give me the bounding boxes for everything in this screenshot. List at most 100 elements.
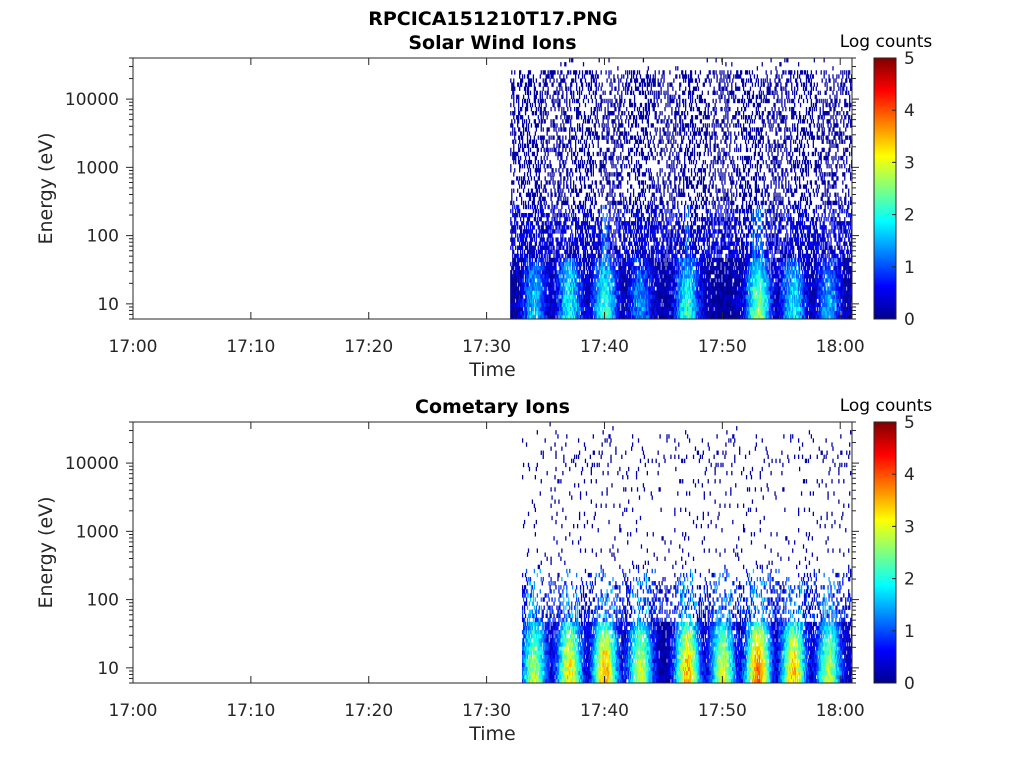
spectrogram-cell: [558, 261, 560, 267]
spectrogram-cell: [638, 106, 641, 112]
spectrogram-cell: [634, 302, 637, 308]
spectrogram-cell: [599, 168, 601, 173]
spectrogram-cell: [658, 212, 660, 218]
spectrogram-cell: [522, 204, 525, 210]
spectrogram-cell: [528, 229, 531, 234]
spectrogram-cell: [592, 302, 594, 308]
spectrogram-cell: [608, 155, 610, 161]
spectrogram-cell: [584, 286, 587, 291]
spectrogram-cell: [607, 306, 609, 312]
spectrogram-cell: [551, 200, 553, 206]
spectrogram-cell: [582, 217, 585, 222]
spectrogram-cell: [584, 229, 587, 234]
spectrogram-cell: [526, 294, 529, 299]
spectrogram-cell: [631, 241, 633, 246]
spectrogram-cell: [558, 221, 560, 226]
spectrogram-cell: [563, 184, 565, 189]
spectrogram-cell: [525, 306, 528, 312]
spectrogram-cell: [610, 290, 612, 295]
spectrogram-cell: [600, 294, 602, 299]
spectrogram-cell: [540, 139, 542, 144]
spectrogram-cell: [510, 147, 512, 153]
spectrogram-cell: [586, 249, 589, 255]
spectrogram-cell: [642, 212, 645, 218]
spectrogram-cell: [554, 192, 556, 197]
spectrogram-cell: [595, 241, 597, 246]
spectrogram-cell: [555, 306, 557, 312]
spectrogram-cell: [570, 245, 572, 250]
spectrogram-cell: [646, 278, 648, 283]
spectrogram-cell: [594, 314, 596, 320]
spectrogram-cell: [526, 229, 529, 234]
spectrogram-cell: [521, 212, 524, 218]
spectrogram-cell: [514, 261, 516, 267]
spectrogram-cell: [549, 282, 551, 287]
spectrogram-cell: [655, 212, 657, 218]
spectrogram-cell: [580, 294, 583, 299]
spectrogram-cell: [558, 274, 560, 279]
spectrogram-cell: [563, 196, 565, 202]
spectrogram-cell: [555, 192, 557, 197]
spectrogram-cell: [662, 229, 664, 234]
spectrogram-cell: [613, 274, 615, 279]
spectrogram-cell: [609, 302, 611, 308]
spectrogram-cell: [600, 180, 602, 185]
spectrogram-cell: [515, 208, 517, 214]
spectrogram-cell: [636, 139, 639, 144]
spectrogram-cell: [564, 200, 566, 206]
spectrogram-cell: [571, 90, 573, 96]
spectrogram-cell: [537, 184, 539, 189]
spectrogram-cell: [545, 286, 547, 291]
spectrogram-cell: [575, 212, 577, 218]
spectrogram-cell: [579, 261, 582, 267]
spectrogram-cell: [653, 249, 655, 255]
spectrogram-cell: [658, 257, 660, 263]
spectrogram-cell: [530, 314, 533, 320]
spectrogram-cell: [658, 159, 660, 165]
spectrogram-cell: [569, 261, 571, 267]
spectrogram-cell: [603, 278, 605, 283]
spectrogram-cell: [560, 208, 562, 214]
spectrogram-cell: [584, 253, 587, 259]
spectrogram-cell: [516, 212, 518, 218]
spectrogram-cell: [647, 168, 649, 173]
spectrogram-cell: [641, 233, 644, 238]
spectrogram-cell: [559, 294, 561, 299]
spectrogram-cell: [589, 212, 592, 218]
spectrogram-cell: [634, 176, 637, 181]
spectrogram-cell: [605, 290, 607, 295]
spectrogram-cell: [517, 314, 519, 320]
spectrogram-cell: [608, 58, 610, 63]
spectrogram-cell: [602, 151, 604, 157]
spectrogram-cell: [580, 237, 583, 242]
spectrogram-cell: [580, 135, 583, 140]
spectrogram-cell: [536, 265, 538, 271]
spectrogram-cell: [534, 217, 537, 222]
spectrogram-cell: [604, 151, 606, 157]
spectrogram-cell: [512, 278, 514, 283]
spectrogram-cell: [578, 270, 581, 275]
spectrogram-cell: [608, 290, 610, 295]
spectrogram-cell: [520, 257, 523, 263]
spectrogram-cell: [605, 151, 607, 157]
spectrogram-cell: [592, 74, 594, 79]
spectrogram-cell: [529, 310, 532, 316]
spectrogram-cell: [568, 139, 570, 144]
spectrogram-cell: [612, 151, 614, 157]
spectrogram-cell: [560, 62, 562, 67]
spectrogram-cell: [585, 310, 588, 316]
spectrogram-cell: [586, 294, 589, 299]
spectrogram-cell: [593, 314, 595, 320]
spectrogram-cell: [587, 298, 590, 303]
spectrogram-cell: [573, 180, 575, 185]
spectrogram-cell: [543, 261, 545, 267]
spectrogram-cell: [606, 314, 608, 320]
spectrogram-cell: [572, 233, 574, 238]
spectrogram-cell: [575, 86, 578, 91]
spectrogram-cell: [551, 217, 553, 222]
spectrogram-cell: [512, 111, 514, 116]
spectrogram-cell: [530, 261, 533, 267]
spectrogram-cell: [534, 294, 537, 299]
spectrogram-cell: [515, 257, 517, 263]
spectrogram-cell: [597, 274, 599, 279]
